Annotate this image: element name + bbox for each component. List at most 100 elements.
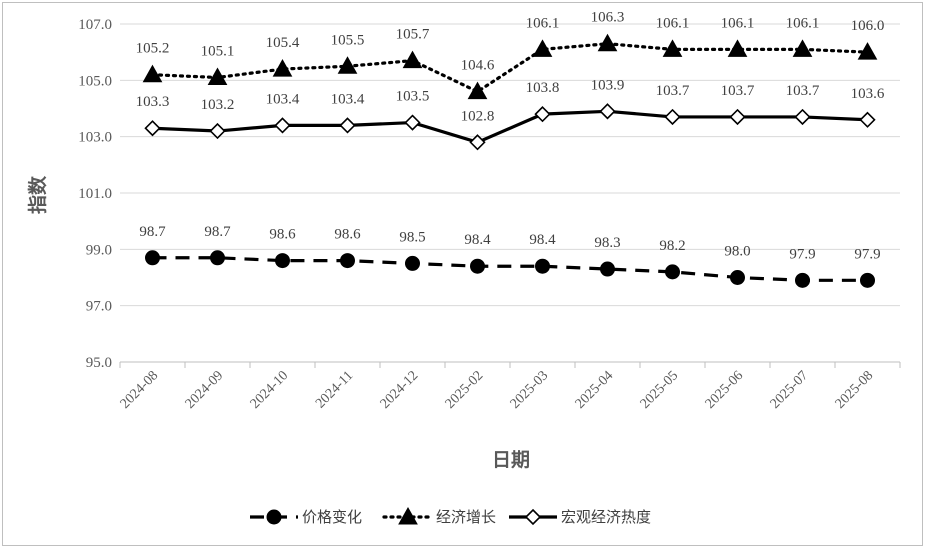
data-label: 106.3 (591, 10, 625, 26)
data-label: 103.9 (591, 77, 625, 93)
data-label: 98.6 (269, 227, 296, 243)
data-point (535, 258, 550, 274)
data-point (144, 120, 161, 137)
series-2 (142, 33, 878, 100)
data-point (597, 33, 618, 52)
data-label: 106.0 (851, 18, 885, 34)
x-tick-label: 2024-11 (313, 368, 356, 411)
x-axis-title: 日期 (492, 449, 530, 471)
data-label: 98.4 (529, 232, 556, 248)
data-point (207, 67, 228, 86)
data-label: 103.8 (526, 80, 560, 96)
data-point (860, 272, 875, 288)
series-line (152, 109, 868, 145)
data-point (405, 255, 420, 271)
x-tick-label: 2024-10 (248, 368, 292, 412)
series-layer (142, 33, 878, 288)
data-point (272, 59, 293, 77)
data-point (792, 39, 813, 57)
data-point (534, 106, 551, 123)
data-label: 103.5 (396, 89, 430, 105)
data-point (340, 253, 355, 269)
data-point (664, 108, 681, 126)
series-line (150, 42, 870, 94)
data-label: 98.3 (594, 235, 620, 251)
data-label: 97.9 (854, 246, 880, 262)
data-label: 104.6 (461, 58, 495, 74)
x-tick-label: 2025-02 (443, 368, 487, 412)
series-1 (145, 250, 875, 288)
data-label: 105.5 (331, 32, 365, 48)
data-point (470, 258, 485, 274)
data-label: 103.3 (136, 94, 170, 110)
data-label: 102.8 (461, 108, 495, 124)
data-point (142, 64, 163, 83)
y-tick-label: 105.0 (78, 73, 112, 89)
data-label: 105.4 (266, 35, 300, 51)
data-label: 98.7 (139, 224, 166, 240)
data-point (532, 39, 553, 57)
legend-entry: 宏观经济热度 (509, 508, 651, 526)
legend-marker (398, 506, 418, 525)
data-label: 106.1 (721, 15, 755, 31)
data-label: 103.7 (656, 83, 690, 99)
data-point (275, 253, 290, 269)
data-label: 103.2 (201, 97, 235, 113)
data-labels: 98.7 98.7 98.6 98.6 98.5 98.4 98.4 98.3 98.2 98.0… (136, 10, 885, 263)
data-point (209, 122, 226, 140)
data-label: 98.0 (724, 244, 750, 260)
data-point (859, 111, 876, 128)
y-axis-ticks: 95.0 97.0 99.0 101.0 103.0 105.0 107.0 (78, 17, 112, 371)
data-point (467, 81, 488, 100)
data-point (727, 39, 748, 57)
legend: 价格变化 经济增长 宏观经济热度 (250, 506, 651, 526)
x-tick-label: 2025-08 (833, 368, 877, 412)
data-label: 98.2 (659, 238, 685, 254)
data-label: 98.6 (334, 227, 361, 243)
data-point (729, 108, 746, 126)
x-tick-label: 2025-07 (768, 368, 812, 412)
legend-marker (266, 509, 282, 525)
data-point (274, 117, 291, 134)
legend-label: 经济增长 (436, 508, 496, 526)
data-point (210, 250, 225, 266)
y-axis-title: 指数 (26, 175, 49, 214)
data-label: 105.2 (136, 41, 170, 57)
legend-label: 价格变化 (302, 508, 362, 526)
data-point (662, 39, 683, 57)
data-point (795, 272, 810, 288)
series-3 (144, 103, 876, 151)
legend-entry: 价格变化 (250, 508, 362, 526)
y-tick-label: 103.0 (78, 130, 112, 146)
series-line (152, 256, 868, 282)
legend-entry: 经济增长 (382, 506, 496, 526)
y-tick-label: 101.0 (78, 186, 112, 202)
y-tick-label: 107.0 (78, 17, 112, 33)
data-label: 103.6 (851, 86, 885, 102)
y-tick-label: 99.0 (86, 242, 112, 258)
x-tick-label: 2024-12 (378, 368, 422, 412)
data-point (402, 50, 423, 69)
data-label: 97.9 (789, 246, 815, 262)
data-point (469, 134, 486, 151)
x-tick-label: 2025-03 (508, 368, 552, 412)
x-tick-label: 2025-06 (703, 368, 747, 412)
data-point (794, 108, 811, 126)
y-tick-label: 97.0 (86, 299, 112, 315)
data-label: 106.1 (526, 15, 560, 31)
y-tick-label: 95.0 (86, 355, 112, 371)
data-label: 105.7 (396, 27, 430, 43)
data-label: 98.7 (204, 224, 231, 240)
data-label: 103.7 (721, 83, 755, 99)
data-label: 98.4 (464, 232, 491, 248)
x-axis-ticks: 2024-08 2024-09 2024-10 2024-11 2024-12 2025-… (118, 362, 901, 412)
data-label: 103.4 (331, 91, 365, 107)
data-label: 105.1 (201, 44, 235, 60)
legend-marker (524, 508, 542, 526)
data-point (145, 250, 160, 266)
data-point (599, 103, 616, 120)
data-point (339, 117, 356, 134)
data-point (857, 42, 878, 60)
